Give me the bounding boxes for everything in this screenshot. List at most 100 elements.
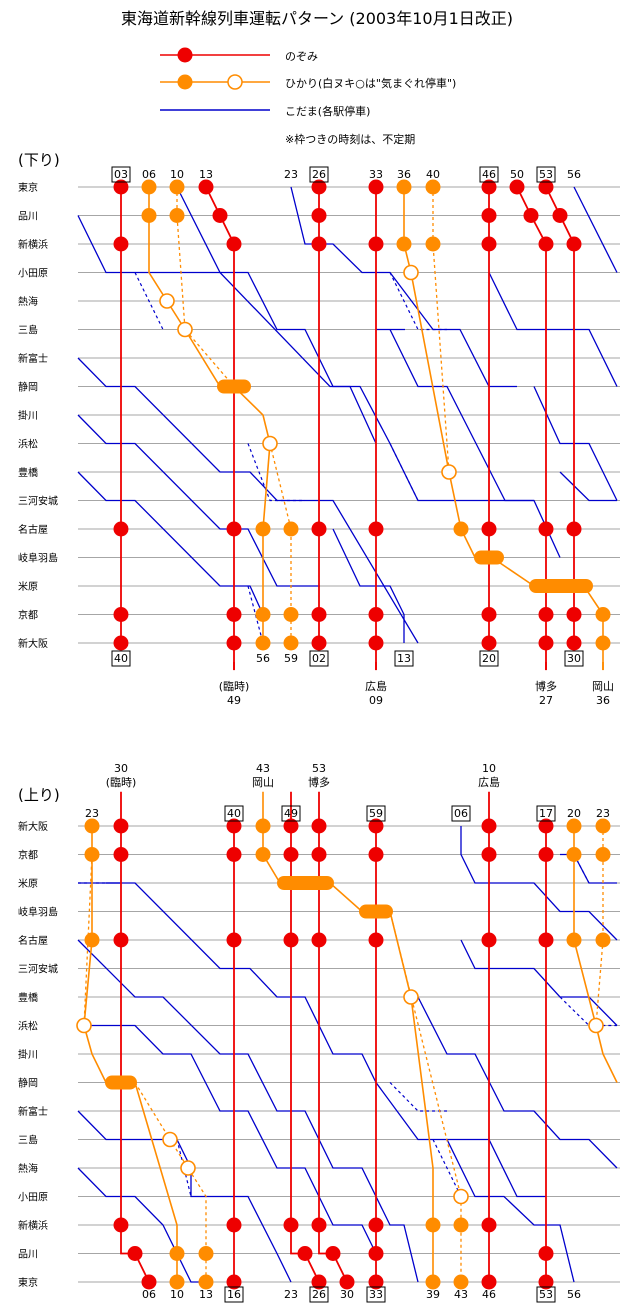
irregular-time-box	[366, 805, 386, 822]
nozomi-stop-marker	[552, 208, 568, 223]
nozomi-stop-marker	[311, 179, 327, 195]
kodama-connection-line	[432, 1139, 462, 1197]
nozomi-stop-marker	[226, 818, 242, 834]
nozomi-stop-marker	[481, 179, 497, 195]
kodama-train-line	[417, 996, 618, 1169]
nozomi-stop-marker	[481, 521, 497, 537]
departure-time-label: 10	[170, 168, 184, 181]
nozomi-stop-marker	[566, 607, 582, 622]
station-label: 豊橋	[18, 466, 38, 479]
nozomi-stop-marker	[538, 635, 554, 651]
nozomi-stop-marker	[283, 1217, 299, 1233]
arrival-time-label: 20	[482, 652, 496, 665]
station-label: 岐阜羽島	[18, 552, 58, 565]
nozomi-train-line	[205, 186, 235, 671]
legend-kodama-label: こだま(各駅停車)	[285, 104, 370, 118]
nozomi-stop-marker	[368, 607, 384, 622]
nozomi-stop-marker	[311, 1217, 327, 1233]
irregular-time-box	[111, 650, 131, 667]
kodama-train-line	[77, 215, 561, 558]
station-label: 名古屋	[18, 523, 48, 536]
departure-time-label: 13	[199, 168, 213, 181]
kodama-connection-line	[389, 1082, 447, 1112]
nozomi-stop-marker	[198, 179, 214, 195]
extension-destination-label: 広島	[365, 679, 387, 693]
station-label: 三河安城	[18, 963, 58, 976]
kodama-connection-line	[559, 996, 617, 1027]
kodama-train-line	[460, 939, 618, 1026]
extension-destination-label: 博多	[535, 679, 557, 693]
occasional-stop-marker	[403, 989, 419, 1005]
departure-time-label: 40	[227, 807, 241, 820]
kodama-connection-line	[176, 1139, 192, 1197]
hikari-connection-line	[269, 443, 292, 643]
kodama-train-line	[77, 357, 419, 644]
nozomi-stop-marker	[481, 1217, 497, 1233]
occasional-stop-marker	[453, 1188, 469, 1205]
departure-time-label: 23	[284, 168, 298, 181]
nozomi-stop-marker	[311, 635, 327, 651]
nozomi-stop-marker	[566, 635, 582, 651]
station-label: 新大阪	[18, 820, 48, 833]
kodama-connection-line	[247, 443, 305, 502]
station-label: 東京	[18, 1276, 38, 1289]
departure-time-label: 33	[369, 168, 383, 181]
nozomi-stop-marker	[566, 236, 582, 252]
station-label: 三島	[18, 324, 38, 337]
station-label: 品川	[18, 211, 38, 223]
direction-heading: (下り)	[18, 151, 60, 169]
origin-name-label: 広島	[478, 775, 500, 789]
nozomi-stop-marker	[127, 1246, 143, 1261]
hikari-stop-marker	[425, 236, 441, 252]
irregular-time-box	[309, 650, 329, 667]
occasional-stop-marker	[76, 1017, 92, 1034]
nozomi-stop-marker	[311, 236, 327, 252]
hikari-stop-marker	[566, 932, 582, 948]
station-label: 新富士	[18, 352, 48, 365]
nozomi-stop-marker	[538, 521, 554, 537]
extension-time-label: 09	[369, 694, 383, 707]
occasional-stop-marker	[180, 1160, 196, 1176]
irregular-time-box	[536, 805, 556, 822]
nozomi-stop-marker	[283, 932, 299, 948]
irregular-time-box	[479, 166, 499, 183]
extension-time-label: 36	[596, 694, 610, 707]
nozomi-stop-marker	[481, 932, 497, 948]
nozomi-stop-marker	[368, 179, 384, 195]
nozomi-stop-marker	[368, 1246, 384, 1261]
nozomi-stop-marker	[481, 818, 497, 834]
nozomi-stop-marker	[113, 236, 129, 252]
origin-name-label: 岡山	[252, 776, 274, 789]
nozomi-stop-marker	[523, 208, 539, 223]
irregular-note: ※枠つきの時刻は、不定期	[285, 132, 415, 146]
arrival-time-label: 30	[567, 652, 581, 665]
departure-time-label: 49	[284, 807, 298, 820]
nozomi-stop-marker	[311, 847, 327, 862]
hikari-stop-marker	[169, 1246, 185, 1261]
departure-time-label: 17	[539, 807, 553, 820]
nozomi-stop-marker	[226, 1217, 242, 1233]
nozomi-stop-marker	[226, 932, 242, 948]
arrival-time-label: 39	[426, 1288, 440, 1301]
hikari-stop-marker	[255, 521, 271, 537]
station-label: 新横浜	[18, 1219, 48, 1232]
hikari-stop-marker	[396, 179, 412, 195]
irregular-time-box	[224, 805, 244, 822]
hikari-stop-marker	[283, 607, 299, 622]
nozomi-stop-marker	[113, 818, 129, 834]
nozomi-stop-marker	[113, 932, 129, 948]
extension-destination-label: (臨時)	[219, 680, 250, 693]
origin-time-label: 43	[256, 762, 270, 775]
arrival-time-label: 23	[284, 1288, 298, 1301]
station-label: 豊橋	[18, 991, 38, 1004]
kodama-train-line	[389, 329, 534, 502]
kodama-connection-line	[247, 585, 264, 644]
hikari-train-line	[262, 791, 434, 1282]
irregular-time-box	[479, 650, 499, 667]
extension-destination-label: 岡山	[592, 680, 614, 693]
nozomi-stop-marker	[212, 208, 228, 223]
nozomi-stop-marker	[368, 635, 384, 651]
hikari-stop-marker	[255, 847, 271, 862]
hikari-connection-line	[176, 187, 235, 387]
